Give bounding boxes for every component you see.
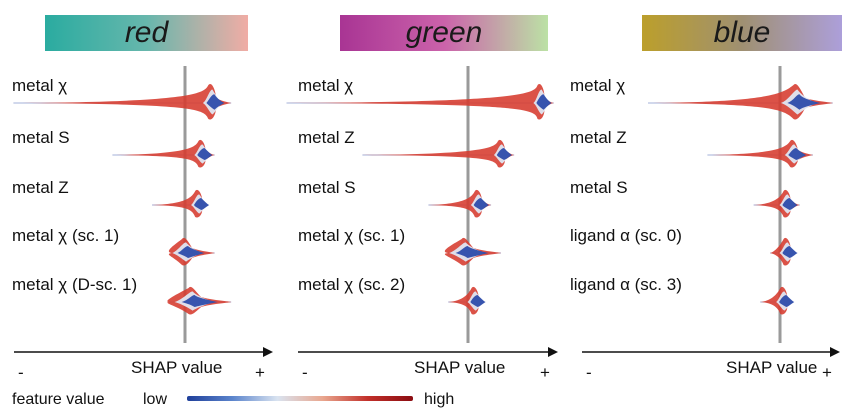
panel-header-bar bbox=[642, 15, 842, 51]
violin: metal χ (sc. 1) bbox=[298, 226, 501, 266]
feature-label: metal χ (sc. 1) bbox=[298, 226, 405, 245]
feature-label: metal χ (sc. 2) bbox=[298, 275, 405, 294]
feature-label: metal Z bbox=[570, 128, 627, 147]
panel-green: green metal χ metal Z metal S metal χ (sc. 1… bbox=[286, 15, 558, 382]
panel-blue: blue metal χ metal Z metal S ligand α (sc. 0… bbox=[570, 15, 842, 382]
feature-label: metal χ (D-sc. 1) bbox=[12, 275, 137, 294]
violin: metal S bbox=[298, 178, 492, 218]
legend-label: feature value bbox=[12, 391, 105, 408]
violin: metal Z bbox=[570, 128, 813, 168]
violin: metal χ (D-sc. 1) bbox=[12, 275, 232, 315]
x-axis-arrowhead bbox=[830, 347, 840, 357]
panel-title: green bbox=[406, 16, 483, 49]
violin: metal Z bbox=[12, 178, 210, 218]
panel-title: blue bbox=[714, 16, 771, 49]
violin: metal S bbox=[12, 128, 215, 168]
legend-low-label: low bbox=[143, 391, 167, 408]
legend: feature value low high bbox=[12, 391, 454, 408]
panel-title: red bbox=[125, 16, 170, 49]
legend-high-label: high bbox=[424, 391, 454, 408]
feature-label: metal S bbox=[12, 128, 70, 147]
x-axis-arrowhead bbox=[263, 347, 273, 357]
axis-minus-label: - bbox=[586, 363, 592, 382]
violin: ligand α (sc. 0) bbox=[570, 226, 798, 266]
feature-label: metal χ bbox=[12, 76, 67, 95]
panel-header-bar bbox=[340, 15, 548, 51]
violin: metal χ bbox=[570, 76, 833, 120]
violin: metal χ (sc. 1) bbox=[12, 226, 215, 266]
feature-label: ligand α (sc. 0) bbox=[570, 226, 682, 245]
axis-plus-label: + bbox=[540, 363, 550, 382]
feature-label: metal χ bbox=[298, 76, 353, 95]
x-axis-label: SHAP value bbox=[414, 358, 505, 377]
panel-red: red metal χ metal S metal Z metal χ (sc. 1) m… bbox=[12, 15, 273, 382]
feature-label: ligand α (sc. 3) bbox=[570, 275, 682, 294]
feature-label: metal Z bbox=[298, 128, 355, 147]
violin: metal S bbox=[570, 178, 800, 218]
feature-label: metal χ (sc. 1) bbox=[12, 226, 119, 245]
violin: metal χ bbox=[12, 76, 232, 120]
feature-label: metal S bbox=[570, 178, 628, 197]
violin: metal Z bbox=[298, 128, 515, 168]
violin: ligand α (sc. 3) bbox=[570, 275, 795, 315]
panels: red metal χ metal S metal Z metal χ (sc. 1) m… bbox=[12, 15, 842, 382]
feature-label: metal S bbox=[298, 178, 356, 197]
feature-label: metal Z bbox=[12, 178, 69, 197]
panel-header-bar bbox=[45, 15, 248, 51]
violin: metal χ bbox=[286, 76, 554, 120]
axis-plus-label: + bbox=[255, 363, 265, 382]
x-axis-label: SHAP value bbox=[131, 358, 222, 377]
violin: metal χ (sc. 2) bbox=[298, 275, 486, 315]
axis-minus-label: - bbox=[18, 363, 24, 382]
x-axis-arrowhead bbox=[548, 347, 558, 357]
x-axis-label: SHAP value bbox=[726, 358, 817, 377]
legend-colorbar bbox=[187, 396, 413, 401]
axis-plus-label: + bbox=[822, 363, 832, 382]
axis-minus-label: - bbox=[302, 363, 308, 382]
feature-label: metal χ bbox=[570, 76, 625, 95]
